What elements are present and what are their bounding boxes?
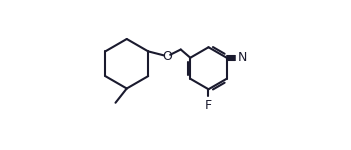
Text: N: N: [238, 51, 247, 64]
Text: O: O: [162, 50, 172, 63]
Text: F: F: [205, 99, 212, 112]
